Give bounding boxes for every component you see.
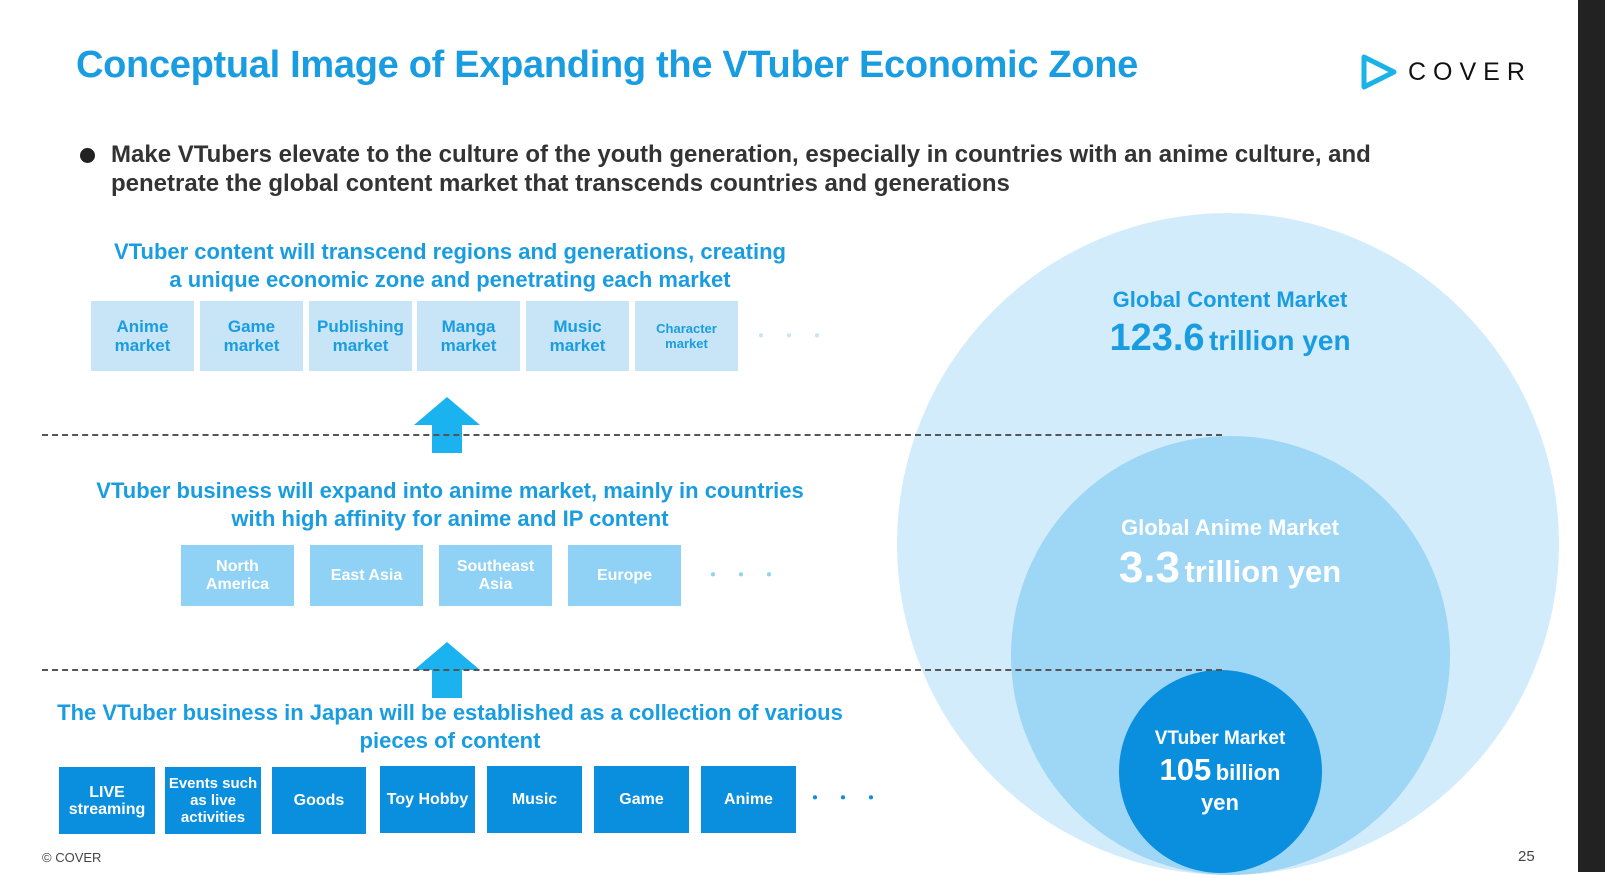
level2-heading-line1: VTuber business will expand into anime m… (96, 478, 804, 503)
box-line: Europe (596, 566, 653, 584)
vtuber-market-unit2: yen (1201, 790, 1239, 815)
level3-heading: The VTuber business in Japan will be est… (40, 699, 860, 755)
box-line: Publishing (317, 317, 404, 336)
vtuber-market-label-group: VTuber Market 105 billion yen (1120, 728, 1320, 816)
box-line: Goods (293, 792, 345, 809)
logo-text: COVER (1408, 58, 1532, 86)
page-number: 25 (1518, 848, 1535, 865)
market-box-anime: Anime market (91, 301, 194, 371)
global-anime-label: Global Anime Market (1120, 515, 1339, 540)
content-box-game: Game (594, 766, 689, 833)
vtuber-market-circle (1119, 670, 1322, 873)
level1-heading-line2: a unique economic zone and penetrating e… (169, 267, 731, 292)
market-box-publishing: Publishing market (309, 301, 412, 371)
box-line: Manga (441, 317, 496, 336)
global-anime-value-row: 3.3 trillion yen (1080, 543, 1380, 593)
global-content-label: Global Content Market (1112, 287, 1348, 312)
vtuber-market-unit: billion (1215, 760, 1281, 785)
box-line: Character (656, 321, 717, 336)
box-line: Anime (724, 791, 773, 808)
level2-ellipsis: ･･･ (708, 565, 792, 587)
cover-play-logo-icon (1361, 54, 1397, 90)
global-content-value-row: 123.6 trillion yen (1080, 317, 1380, 360)
box-line: market (440, 336, 497, 355)
vtuber-market-value: 105 (1159, 752, 1212, 787)
box-line: activities (180, 809, 246, 826)
footer-copyright: © COVER (42, 850, 102, 865)
content-box-events: Events such as live activities (165, 767, 261, 834)
market-box-game: Game market (200, 301, 303, 371)
level1-heading: VTuber content will transcend regions an… (60, 238, 840, 294)
divider-dashed-2 (42, 669, 1222, 671)
box-line: as live (190, 792, 236, 809)
page-title: Conceptual Image of Expanding the VTuber… (76, 44, 1138, 86)
box-line: Southeast (456, 557, 535, 575)
global-anime-value: 3.3 (1118, 543, 1180, 592)
box-line: Game (619, 791, 664, 808)
window-edge (1578, 0, 1605, 872)
global-anime-label-group: Global Anime Market 3.3 trillion yen (1080, 515, 1380, 593)
divider-dashed-1 (42, 434, 1222, 436)
bullet-icon (80, 148, 95, 163)
vtuber-market-value-row: 105 billion (1120, 752, 1320, 788)
box-line: LIVE (89, 783, 125, 801)
box-line: market (665, 336, 708, 351)
box-line: Anime (116, 317, 169, 336)
market-box-manga: Manga market (417, 301, 520, 371)
bullet-text: Make VTubers elevate to the culture of t… (111, 141, 1371, 197)
box-line: market (114, 336, 171, 355)
box-line: streaming (68, 800, 146, 818)
level3-heading-line1: The VTuber business in Japan will be est… (57, 700, 843, 725)
box-line: market (332, 336, 389, 355)
box-line: Asia (478, 575, 513, 593)
market-box-character: Character market (635, 301, 738, 371)
box-line: Events such (168, 775, 258, 792)
level1-ellipsis: ･･･ (756, 326, 840, 348)
region-box-east-asia: East Asia (310, 545, 423, 606)
content-box-anime: Anime (701, 766, 796, 833)
level3-ellipsis: ･･･ (810, 788, 894, 810)
box-line: East Asia (330, 566, 403, 584)
content-box-goods: Goods (272, 767, 366, 834)
region-box-southeast-asia: Southeast Asia (439, 545, 552, 606)
content-box-music: Music (487, 766, 582, 833)
vtuber-market-label: VTuber Market (1154, 728, 1286, 749)
box-line: North (216, 557, 259, 575)
global-anime-unit: trillion yen (1184, 554, 1342, 589)
global-content-value: 123.6 (1109, 317, 1205, 359)
global-content-unit: trillion yen (1208, 325, 1351, 356)
box-line: Music (553, 317, 602, 336)
market-box-music: Music market (526, 301, 629, 371)
content-box-toy-hobby: Toy Hobby (380, 766, 475, 833)
level2-heading: VTuber business will expand into anime m… (60, 477, 840, 533)
arrow-up-icon (414, 397, 480, 453)
box-line: Music (511, 791, 558, 808)
content-box-live-streaming: LIVE streaming (59, 767, 155, 834)
level2-heading-line2: with high affinity for anime and IP cont… (231, 506, 669, 531)
box-line: America (205, 575, 270, 593)
box-line: market (223, 336, 280, 355)
region-box-europe: Europe (568, 545, 681, 606)
region-box-north-america: North America (181, 545, 294, 606)
box-line: market (549, 336, 606, 355)
box-line: Game (227, 317, 276, 336)
global-content-label-group: Global Content Market 123.6 trillion yen (1080, 287, 1380, 360)
level3-heading-line2: pieces of content (359, 728, 541, 753)
box-line: Toy Hobby (386, 791, 469, 808)
level1-heading-line1: VTuber content will transcend regions an… (114, 239, 786, 264)
